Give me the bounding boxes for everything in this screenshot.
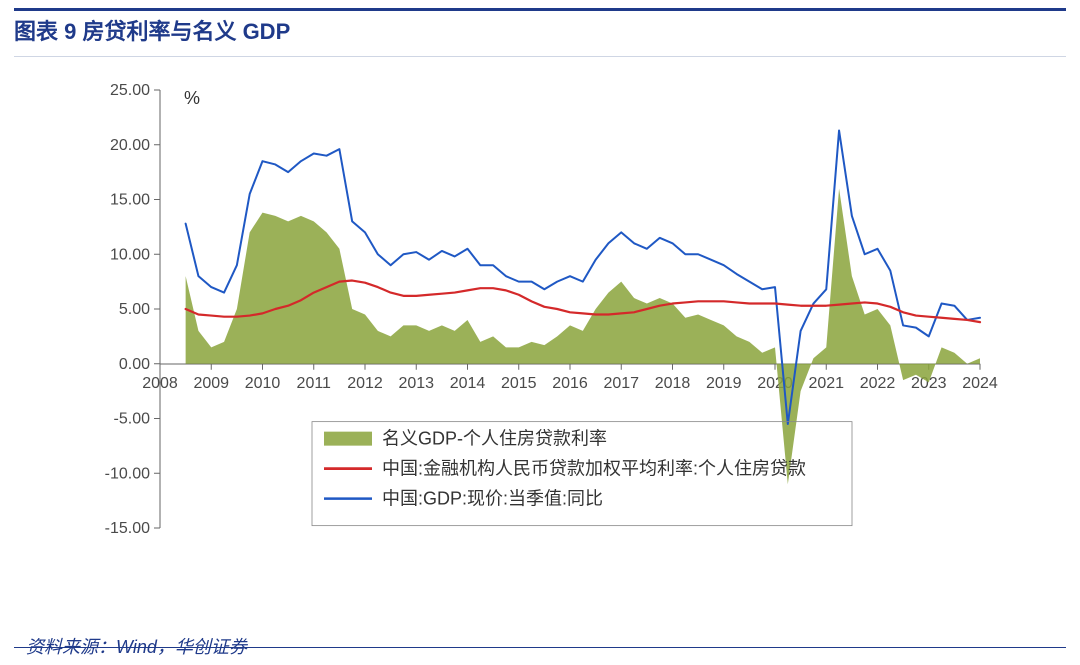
svg-text:-10.00: -10.00: [105, 465, 150, 482]
svg-text:2015: 2015: [501, 375, 537, 392]
chart-plot: -15.00 -10.00 -5.00 0.00 5.00 10.00 15.00 20.00…: [90, 78, 990, 573]
unit-label: %: [184, 88, 200, 108]
svg-text:20.00: 20.00: [110, 137, 150, 154]
legend-label: 中国:GDP:现价:当季值:同比: [382, 489, 603, 509]
svg-text:2017: 2017: [603, 375, 639, 392]
svg-text:2009: 2009: [193, 375, 229, 392]
svg-text:15.00: 15.00: [110, 192, 150, 209]
svg-text:2019: 2019: [706, 375, 742, 392]
svg-text:2013: 2013: [398, 375, 434, 392]
svg-text:2022: 2022: [860, 375, 896, 392]
svg-text:2018: 2018: [655, 375, 691, 392]
chart-title: 图表 9 房贷利率与名义 GDP: [14, 14, 1066, 57]
legend-label: 中国:金融机构人民币贷款加权平均利率:个人住房贷款: [382, 459, 806, 479]
svg-text:10.00: 10.00: [110, 246, 150, 263]
svg-text:-15.00: -15.00: [105, 520, 150, 537]
chart-source: 资料来源：Wind，华创证券: [26, 633, 247, 659]
svg-text:2010: 2010: [245, 375, 281, 392]
svg-text:2012: 2012: [347, 375, 383, 392]
legend-swatch: [324, 432, 372, 446]
svg-text:25.00: 25.00: [110, 82, 150, 99]
svg-text:2016: 2016: [552, 375, 588, 392]
svg-text:2024: 2024: [962, 375, 998, 392]
svg-text:2011: 2011: [297, 375, 332, 392]
svg-text:0.00: 0.00: [119, 356, 150, 373]
svg-text:-5.00: -5.00: [114, 411, 151, 428]
svg-text:5.00: 5.00: [119, 301, 150, 318]
svg-text:2014: 2014: [450, 375, 486, 392]
legend-label: 名义GDP-个人住房贷款利率: [382, 429, 607, 449]
svg-text:2021: 2021: [808, 375, 844, 392]
